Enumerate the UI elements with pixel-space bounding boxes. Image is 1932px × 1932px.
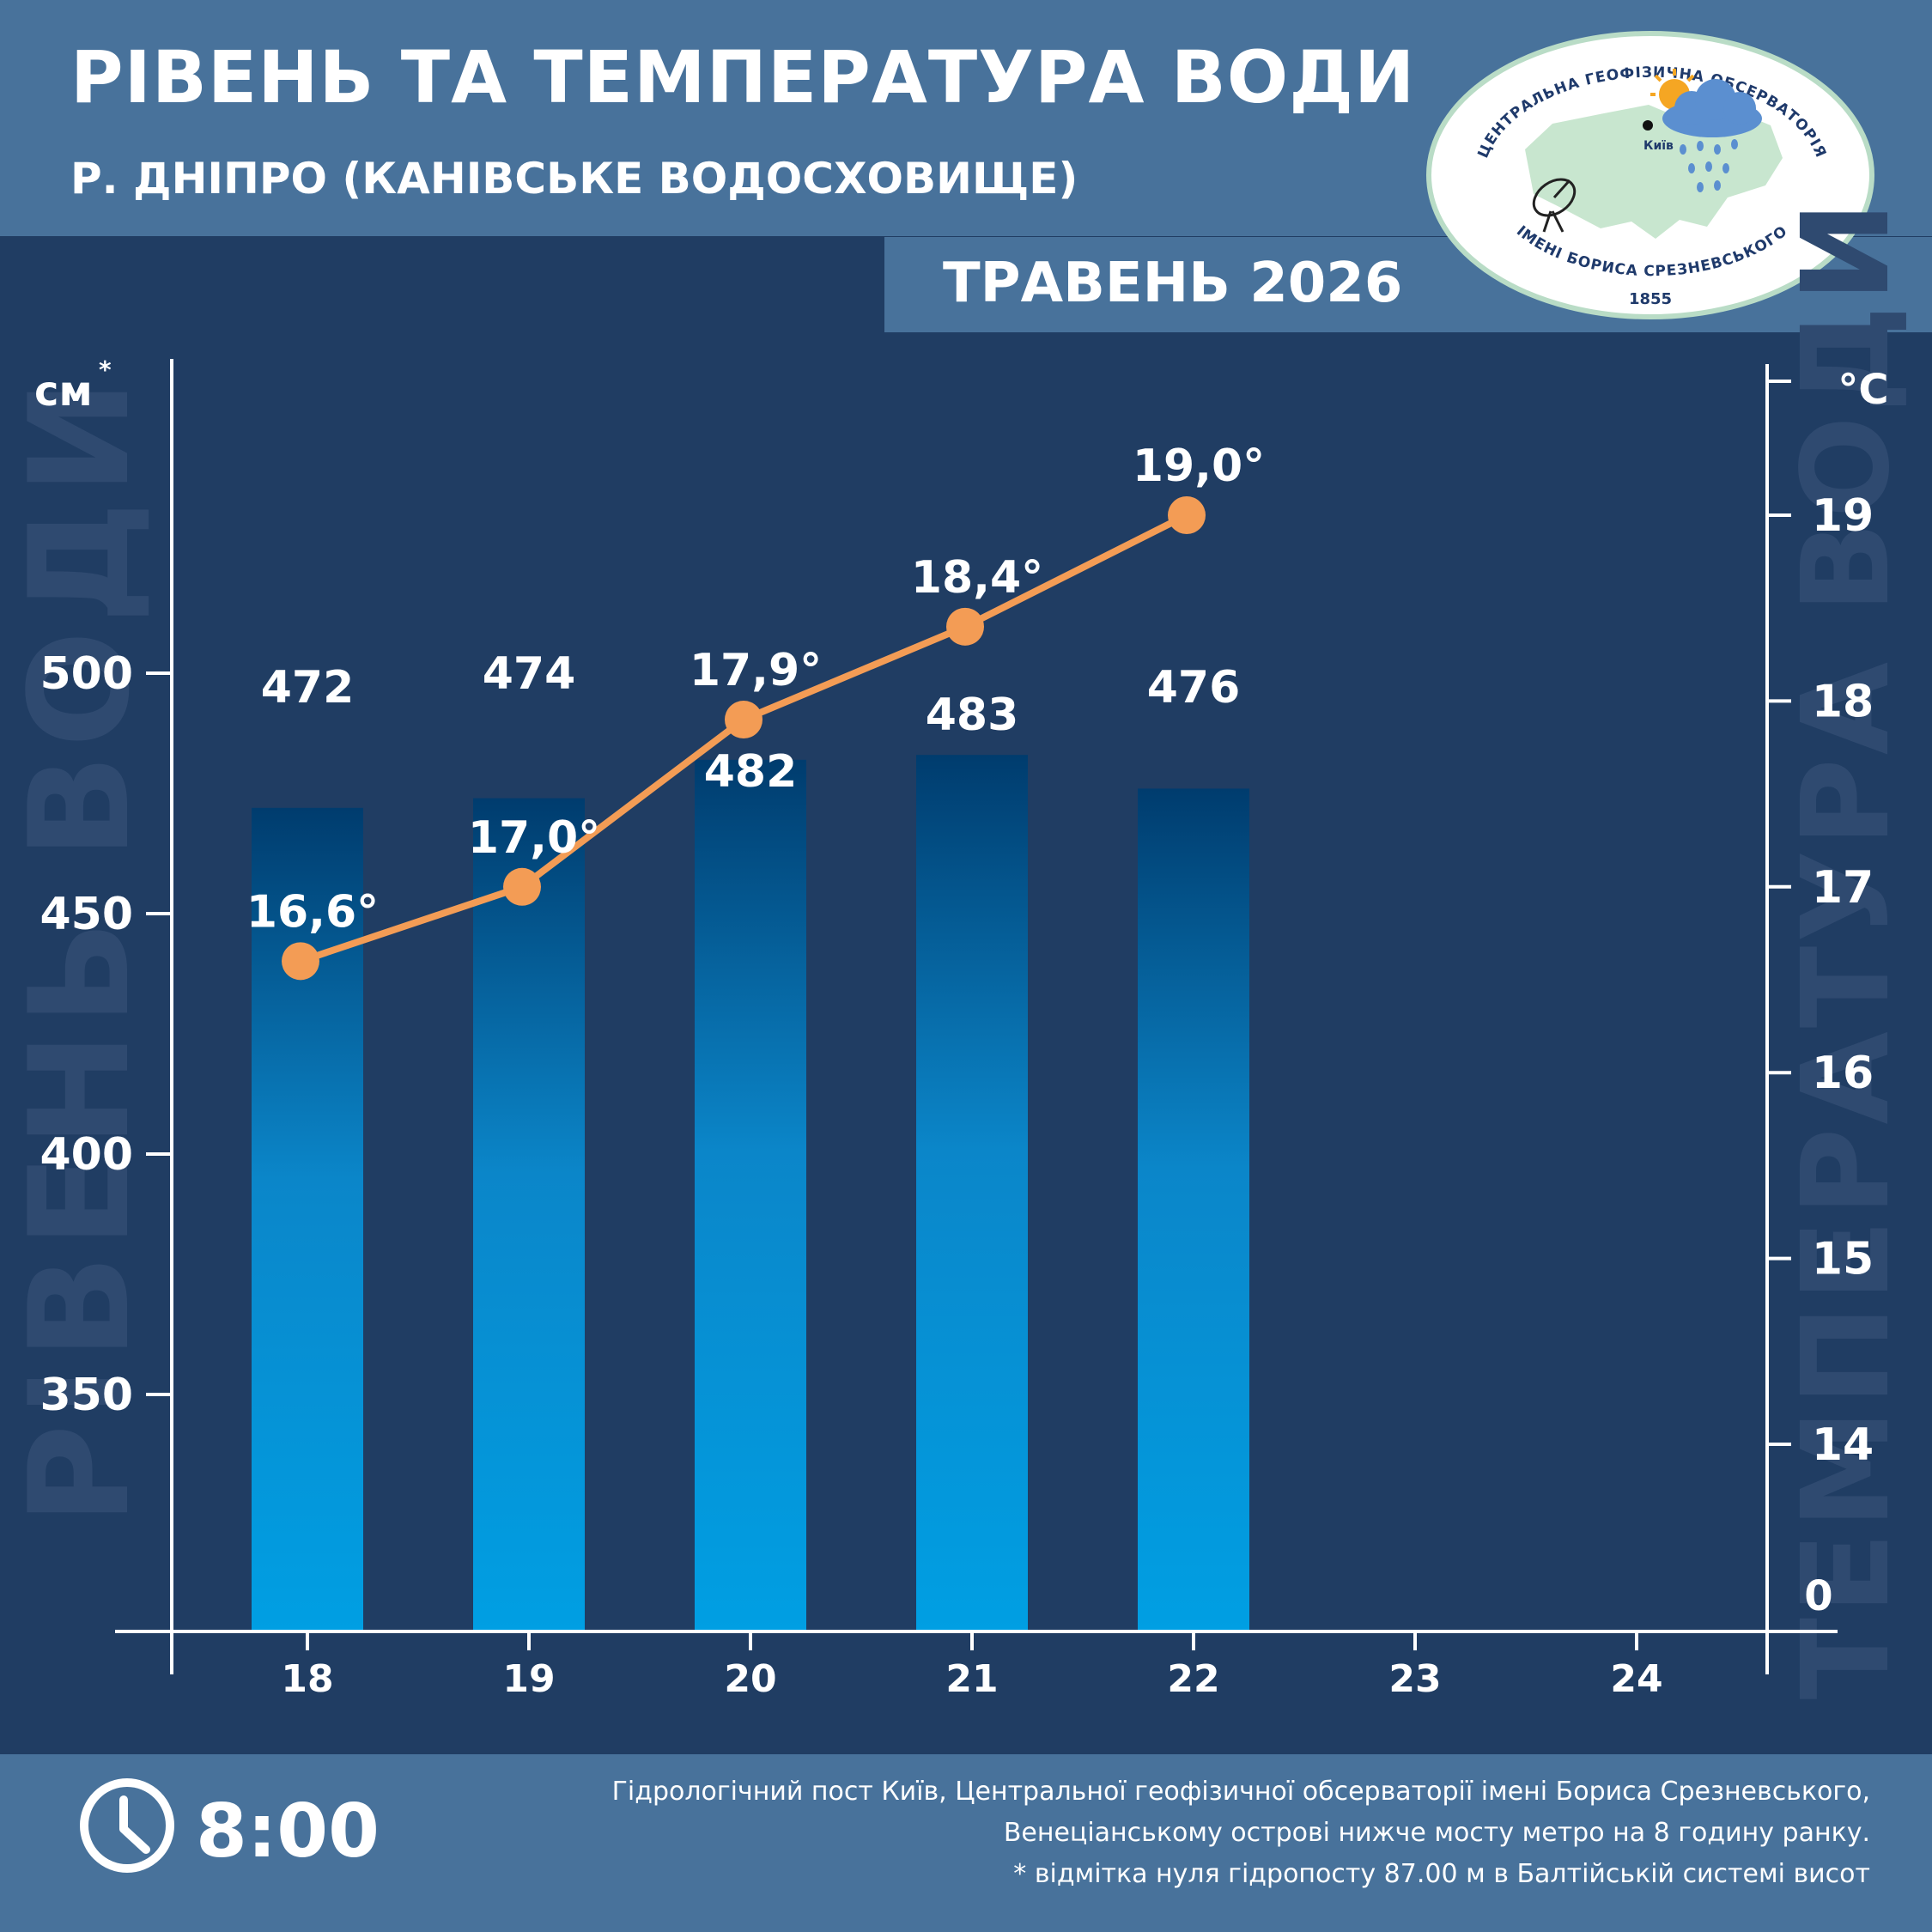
footer-note-line: Гідрологічний пост Київ, Центральної гео… <box>611 1777 1870 1807</box>
x-axis-tick-label: 19 <box>502 1657 555 1701</box>
temperature-label: 18,4° <box>911 552 1043 604</box>
page-title: РІВЕНЬ ТА ТЕМПЕРАТУРА ВОДИ <box>70 35 1416 119</box>
kyiv-dot-icon <box>1643 120 1653 131</box>
observatory-logo: ЦЕНТРАЛЬНА ГЕОФІЗИЧНА ОБСЕРВАТОРІЯ ІМЕНІ… <box>1426 31 1874 319</box>
left-axis-watermark: РІВЕНЬ ВОДИ <box>0 373 160 1525</box>
water-level-bar <box>916 755 1028 1631</box>
right-axis-unit: °C <box>1838 366 1888 414</box>
satellite-dish-icon <box>1532 178 1577 233</box>
x-axis-tick-label: 18 <box>281 1657 333 1701</box>
bar-value-label: 476 <box>1147 662 1241 714</box>
right-axis-watermark: ТЕМПЕРАТУРА ВОДИ <box>1777 198 1917 1700</box>
left-axis-tick-label: 400 <box>39 1129 133 1181</box>
water-level-bar <box>473 798 585 1631</box>
bar-value-label: 482 <box>704 746 798 798</box>
x-axis-tick-label: 20 <box>724 1657 776 1701</box>
measurement-time: 8:00 <box>196 1789 380 1874</box>
right-axis-tick-label: 16 <box>1812 1048 1874 1099</box>
rain-cloud-icon <box>1662 79 1762 137</box>
temperature-point <box>725 701 762 739</box>
right-axis-tick-label: 18 <box>1812 676 1874 727</box>
right-axis-tick-label: 15 <box>1812 1234 1874 1285</box>
clock-icon <box>80 1778 174 1873</box>
x-axis-tick-label: 24 <box>1610 1657 1662 1701</box>
temperature-point <box>282 942 319 981</box>
x-axis-tick-label: 23 <box>1388 1657 1441 1701</box>
left-axis-unit-mark: * <box>99 355 112 384</box>
logo-year: 1855 <box>1629 290 1672 308</box>
temperature-label: 19,0° <box>1133 440 1265 492</box>
ukraine-map-icon <box>1525 105 1783 239</box>
temperature-label: 17,9° <box>690 645 822 696</box>
temperature-point <box>503 867 541 906</box>
footer-band <box>0 1754 1932 1932</box>
left-axis-tick-label: 450 <box>39 889 133 940</box>
temperature-point <box>1168 496 1206 534</box>
bar-value-label: 472 <box>261 662 355 714</box>
right-axis-tick-label: 19 <box>1812 490 1874 542</box>
page-subtitle: Р. ДНІПРО (КАНІВСЬКЕ ВОДОСХОВИЩЕ) <box>70 154 1078 204</box>
month-label: ТРАВЕНЬ 2026 <box>943 252 1403 315</box>
logo-city: Київ <box>1643 139 1674 153</box>
left-axis-tick-label: 500 <box>39 648 133 700</box>
temperature-label: 16,6° <box>246 886 379 938</box>
bar-value-label: 474 <box>483 648 576 700</box>
left-axis-tick-label: 350 <box>39 1370 133 1421</box>
water-level-bar <box>695 759 806 1631</box>
right-axis-tick-label: 14 <box>1812 1419 1874 1471</box>
x-axis-tick-label: 22 <box>1167 1657 1219 1701</box>
temperature-label: 17,0° <box>468 812 600 864</box>
raindrops-icon <box>1680 139 1738 192</box>
right-axis-zero-label: 0 <box>1804 1572 1832 1620</box>
temperature-point <box>946 607 984 646</box>
x-axis-tick-label: 21 <box>945 1657 998 1701</box>
footer-note-line: * відмітка нуля гідропосту 87.00 м в Бал… <box>1013 1859 1870 1889</box>
footer-notes: Гідрологічний пост Київ, Центральної гео… <box>496 1771 1870 1895</box>
right-axis-tick-label: 17 <box>1812 862 1874 914</box>
bar-value-label: 483 <box>926 690 1019 741</box>
left-axis-unit: см <box>34 368 93 416</box>
water-level-bar <box>1138 788 1249 1631</box>
footer-note-line: Венеціанському острові нижче мосту метро… <box>1003 1818 1870 1848</box>
